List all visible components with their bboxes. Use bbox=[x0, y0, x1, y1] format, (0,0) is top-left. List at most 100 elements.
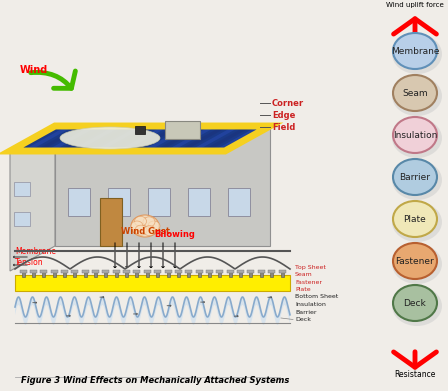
Polygon shape bbox=[213, 126, 265, 151]
Bar bbox=[92, 270, 99, 273]
Polygon shape bbox=[10, 126, 270, 151]
Polygon shape bbox=[117, 126, 170, 151]
Text: Resistance: Resistance bbox=[394, 370, 436, 379]
Text: Seam: Seam bbox=[295, 272, 313, 277]
Bar bbox=[185, 270, 192, 273]
Bar bbox=[227, 270, 234, 273]
Bar bbox=[113, 270, 120, 273]
Ellipse shape bbox=[393, 117, 437, 153]
Ellipse shape bbox=[135, 225, 147, 235]
Text: Figure 3 Wind Effects on Mechanically Attached Systems: Figure 3 Wind Effects on Mechanically At… bbox=[21, 376, 289, 385]
Text: Barrier: Barrier bbox=[400, 172, 431, 181]
Text: Wind uplift force: Wind uplift force bbox=[386, 2, 444, 8]
Bar bbox=[20, 270, 26, 273]
Bar bbox=[280, 270, 284, 277]
Bar bbox=[40, 270, 47, 273]
Bar bbox=[100, 198, 122, 246]
Bar bbox=[22, 270, 25, 277]
Ellipse shape bbox=[393, 33, 437, 69]
Polygon shape bbox=[22, 126, 74, 151]
Ellipse shape bbox=[392, 244, 442, 284]
Bar bbox=[52, 270, 56, 277]
Ellipse shape bbox=[392, 118, 442, 158]
Bar bbox=[154, 270, 161, 273]
Text: Wind Gust: Wind Gust bbox=[121, 227, 169, 236]
Text: Plate: Plate bbox=[404, 215, 426, 224]
Polygon shape bbox=[46, 126, 98, 151]
Text: Insulation: Insulation bbox=[295, 302, 326, 307]
Bar bbox=[237, 270, 244, 273]
Bar bbox=[71, 270, 78, 273]
Polygon shape bbox=[55, 126, 270, 246]
Bar bbox=[156, 270, 159, 277]
Polygon shape bbox=[10, 126, 62, 151]
Text: Field: Field bbox=[272, 122, 295, 131]
Bar bbox=[42, 270, 45, 277]
Ellipse shape bbox=[393, 285, 437, 321]
Text: Membrane
Tension: Membrane Tension bbox=[15, 247, 56, 267]
Bar bbox=[247, 270, 254, 273]
Ellipse shape bbox=[393, 243, 437, 279]
Bar bbox=[32, 270, 35, 277]
Bar bbox=[51, 270, 58, 273]
Text: Bottom Sheet: Bottom Sheet bbox=[295, 294, 338, 300]
Text: Barrier: Barrier bbox=[295, 310, 316, 314]
Bar bbox=[94, 270, 97, 277]
Polygon shape bbox=[70, 126, 122, 151]
Polygon shape bbox=[94, 126, 146, 151]
Bar bbox=[260, 270, 263, 277]
Bar bbox=[270, 270, 273, 277]
Bar bbox=[82, 270, 89, 273]
Bar bbox=[135, 270, 138, 277]
Bar bbox=[68, 188, 90, 216]
Bar bbox=[103, 270, 109, 273]
Bar bbox=[216, 270, 224, 273]
Polygon shape bbox=[177, 126, 229, 151]
Ellipse shape bbox=[393, 159, 437, 195]
Bar bbox=[84, 270, 86, 277]
Text: Wind: Wind bbox=[20, 65, 48, 75]
Text: Plate: Plate bbox=[295, 287, 310, 292]
Ellipse shape bbox=[134, 216, 146, 226]
Bar bbox=[14, 212, 30, 226]
Bar bbox=[134, 270, 141, 273]
Ellipse shape bbox=[393, 75, 437, 111]
Bar bbox=[177, 270, 180, 277]
Ellipse shape bbox=[392, 160, 442, 200]
Polygon shape bbox=[106, 126, 158, 151]
Bar bbox=[148, 188, 170, 216]
Bar bbox=[187, 270, 190, 277]
Ellipse shape bbox=[392, 34, 442, 74]
Text: Top Sheet: Top Sheet bbox=[295, 264, 326, 269]
Polygon shape bbox=[82, 126, 134, 151]
Text: Corner: Corner bbox=[272, 99, 304, 108]
Ellipse shape bbox=[143, 217, 155, 227]
Bar bbox=[146, 270, 149, 277]
Ellipse shape bbox=[392, 286, 442, 326]
Ellipse shape bbox=[392, 76, 442, 116]
Bar bbox=[61, 270, 68, 273]
Polygon shape bbox=[153, 126, 206, 151]
Bar bbox=[108, 188, 130, 216]
Bar bbox=[175, 270, 182, 273]
Text: Fastener: Fastener bbox=[396, 256, 435, 265]
Text: Edge: Edge bbox=[272, 111, 295, 120]
Bar bbox=[30, 270, 37, 273]
Bar bbox=[104, 270, 108, 277]
Bar bbox=[258, 270, 265, 273]
Bar bbox=[198, 270, 201, 277]
Bar bbox=[218, 270, 221, 277]
Ellipse shape bbox=[143, 226, 155, 236]
Text: Bilowing: Bilowing bbox=[155, 230, 195, 239]
Bar bbox=[239, 270, 242, 277]
Ellipse shape bbox=[131, 215, 159, 237]
Bar bbox=[228, 270, 232, 277]
Bar bbox=[15, 275, 290, 291]
Bar bbox=[196, 270, 202, 273]
Bar bbox=[165, 121, 200, 139]
Bar bbox=[228, 188, 250, 216]
Bar bbox=[125, 270, 128, 277]
Bar bbox=[63, 270, 66, 277]
Polygon shape bbox=[201, 126, 253, 151]
Bar bbox=[123, 270, 130, 273]
